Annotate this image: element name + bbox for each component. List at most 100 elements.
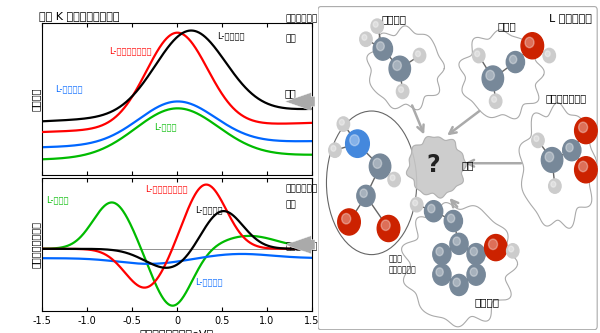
- Circle shape: [467, 243, 485, 265]
- Circle shape: [575, 118, 597, 144]
- X-axis label: 相対エネルギー（eV）: 相対エネルギー（eV）: [140, 329, 214, 333]
- Circle shape: [410, 197, 423, 212]
- Text: 吸収: 吸収: [285, 88, 297, 98]
- Circle shape: [390, 175, 395, 180]
- Circle shape: [433, 243, 451, 265]
- Text: L 型アミノ酸: L 型アミノ酸: [548, 13, 592, 23]
- Circle shape: [525, 37, 534, 48]
- Circle shape: [448, 214, 455, 222]
- Circle shape: [521, 33, 544, 59]
- Circle shape: [578, 161, 587, 172]
- Circle shape: [545, 152, 554, 162]
- Circle shape: [453, 278, 460, 286]
- Circle shape: [388, 172, 400, 187]
- Circle shape: [436, 247, 443, 256]
- Circle shape: [450, 233, 468, 254]
- Circle shape: [578, 122, 587, 133]
- Circle shape: [541, 148, 563, 172]
- Circle shape: [377, 215, 400, 241]
- Circle shape: [490, 94, 502, 109]
- Text: 側鎖: 側鎖: [462, 160, 475, 170]
- Circle shape: [337, 117, 350, 131]
- Text: L-セリン: L-セリン: [47, 195, 69, 204]
- Circle shape: [398, 87, 404, 93]
- Circle shape: [393, 61, 401, 71]
- Circle shape: [548, 179, 561, 193]
- Polygon shape: [401, 202, 518, 327]
- Text: 側鎖の違いを: 側鎖の違いを: [285, 184, 317, 193]
- Circle shape: [453, 237, 460, 245]
- Circle shape: [371, 19, 383, 33]
- Circle shape: [575, 157, 597, 183]
- Circle shape: [360, 189, 367, 197]
- Circle shape: [482, 66, 503, 91]
- Polygon shape: [406, 137, 466, 198]
- FancyBboxPatch shape: [318, 7, 597, 330]
- Circle shape: [486, 70, 494, 80]
- Polygon shape: [519, 103, 597, 228]
- Circle shape: [566, 143, 573, 152]
- Circle shape: [415, 51, 421, 57]
- Text: セリン: セリン: [497, 21, 517, 31]
- Circle shape: [563, 140, 581, 161]
- Text: L-セリン: L-セリン: [155, 122, 177, 132]
- Circle shape: [509, 246, 514, 252]
- Circle shape: [346, 130, 370, 158]
- Circle shape: [436, 268, 443, 276]
- Circle shape: [341, 213, 351, 224]
- Circle shape: [425, 201, 443, 222]
- Circle shape: [506, 52, 524, 73]
- Circle shape: [362, 35, 367, 40]
- Text: 鈍感: 鈍感: [285, 34, 296, 43]
- Circle shape: [397, 84, 409, 99]
- Circle shape: [543, 48, 556, 63]
- Text: L-アスパラギン酸: L-アスパラギン酸: [110, 47, 152, 56]
- Circle shape: [373, 22, 378, 27]
- Text: 検出: 検出: [285, 201, 296, 210]
- Circle shape: [450, 274, 468, 295]
- Y-axis label: 吸収強度: 吸収強度: [31, 87, 41, 111]
- Text: ?: ?: [427, 153, 440, 177]
- Circle shape: [340, 120, 344, 125]
- Circle shape: [331, 146, 336, 151]
- Y-axis label: 自然円二色性強度: 自然円二色性強度: [31, 221, 41, 268]
- Text: L-アラニン: L-アラニン: [195, 278, 223, 287]
- Circle shape: [360, 32, 372, 46]
- Text: 酸素 K 殻近傍スペクトル: 酸素 K 殻近傍スペクトル: [40, 11, 120, 21]
- Circle shape: [413, 200, 418, 206]
- Circle shape: [428, 204, 435, 213]
- Circle shape: [329, 143, 341, 158]
- Circle shape: [509, 55, 517, 64]
- Circle shape: [506, 244, 519, 258]
- Circle shape: [473, 48, 485, 63]
- Circle shape: [551, 181, 556, 187]
- Circle shape: [373, 38, 392, 60]
- Polygon shape: [367, 26, 445, 110]
- Circle shape: [545, 51, 550, 57]
- Circle shape: [389, 56, 410, 81]
- Circle shape: [444, 210, 463, 231]
- Circle shape: [357, 185, 375, 206]
- Circle shape: [491, 97, 497, 102]
- Text: 側鎖の違いに: 側鎖の違いに: [285, 14, 317, 23]
- Circle shape: [534, 136, 539, 142]
- Circle shape: [470, 268, 478, 276]
- Circle shape: [413, 48, 426, 63]
- Polygon shape: [459, 30, 544, 119]
- Circle shape: [485, 234, 507, 261]
- Circle shape: [470, 247, 478, 256]
- Circle shape: [381, 220, 390, 230]
- Text: 自然円二色性: 自然円二色性: [285, 242, 317, 251]
- Circle shape: [488, 239, 497, 249]
- Circle shape: [467, 264, 485, 285]
- Text: チロシン: チロシン: [475, 297, 500, 307]
- Text: L-チロシン: L-チロシン: [218, 31, 245, 41]
- Circle shape: [377, 42, 385, 51]
- Circle shape: [350, 135, 359, 146]
- Text: L-アスパラギン酸: L-アスパラギン酸: [146, 184, 188, 193]
- Text: カルボ
キシレート基: カルボ キシレート基: [389, 255, 416, 274]
- Text: アラニン: アラニン: [382, 15, 407, 25]
- Text: アスパラギン酸: アスパラギン酸: [545, 93, 587, 103]
- Circle shape: [433, 264, 451, 285]
- Circle shape: [532, 133, 544, 148]
